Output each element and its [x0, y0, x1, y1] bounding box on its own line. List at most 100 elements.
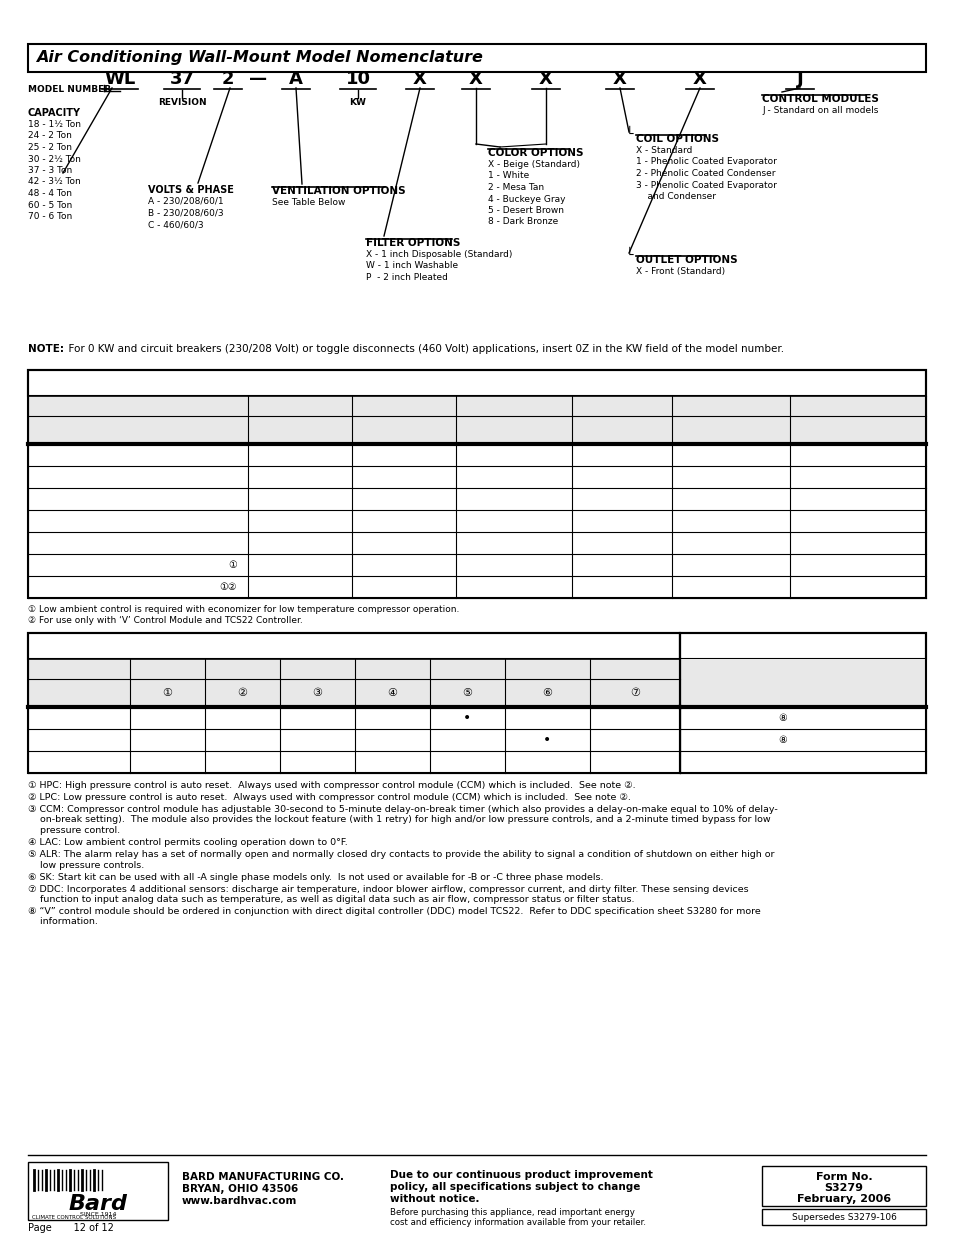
Text: ① Low ambient control is required with economizer for low temperature compressor: ① Low ambient control is required with e… — [28, 605, 459, 614]
Text: CAPACITY: CAPACITY — [28, 107, 81, 119]
Text: └: └ — [625, 128, 633, 141]
Text: Air Conditioning Wall-Mount Model Nomenclature: Air Conditioning Wall-Mount Model Nomenc… — [36, 49, 482, 65]
Text: X: X — [538, 70, 553, 88]
Text: A - 230/208/60/1: A - 230/208/60/1 — [148, 198, 223, 206]
Text: —: — — [249, 70, 267, 88]
Text: on-break setting).  The module also provides the lockout feature (with 1 retry) : on-break setting). The module also provi… — [28, 815, 770, 825]
Text: 1 - White: 1 - White — [488, 172, 529, 180]
Text: REVISION: REVISION — [157, 98, 206, 107]
Bar — [28, 659, 679, 679]
Text: W - 1 inch Washable: W - 1 inch Washable — [366, 262, 457, 270]
Text: 60 - 5 Ton: 60 - 5 Ton — [28, 200, 72, 210]
Text: low pressure controls.: low pressure controls. — [28, 861, 144, 869]
Text: X: X — [613, 70, 626, 88]
Text: ⑤ ALR: The alarm relay has a set of normally open and normally closed dry contac: ⑤ ALR: The alarm relay has a set of norm… — [28, 850, 774, 860]
Text: 70 - 6 Ton: 70 - 6 Ton — [28, 212, 72, 221]
Text: information.: information. — [28, 918, 98, 926]
Bar — [28, 634, 679, 773]
Text: 2 - Phenolic Coated Condenser: 2 - Phenolic Coated Condenser — [636, 169, 775, 178]
Bar — [28, 44, 925, 72]
Text: X - Front (Standard): X - Front (Standard) — [636, 267, 724, 275]
Text: 5 - Desert Brown: 5 - Desert Brown — [488, 206, 563, 215]
Text: S3279: S3279 — [823, 1183, 862, 1193]
Text: For 0 KW and circuit breakers (230/208 Volt) or toggle disconnects (460 Volt) ap: For 0 KW and circuit breakers (230/208 V… — [62, 345, 783, 354]
Text: ⑧ “V” control module should be ordered in conjunction with direct digital contro: ⑧ “V” control module should be ordered i… — [28, 906, 760, 916]
Text: 2 - Mesa Tan: 2 - Mesa Tan — [488, 183, 543, 191]
Bar — [761, 1166, 925, 1207]
Text: ⑧: ⑧ — [778, 713, 786, 722]
Text: ④ LAC: Low ambient control permits cooling operation down to 0°F.: ④ LAC: Low ambient control permits cooli… — [28, 839, 348, 847]
Text: ⑧: ⑧ — [778, 735, 786, 745]
Text: Form No.: Form No. — [815, 1172, 871, 1182]
Text: 30 - 2½ Ton: 30 - 2½ Ton — [28, 154, 81, 163]
Bar — [679, 634, 925, 773]
Text: 2: 2 — [221, 70, 234, 88]
Text: VOLTS & PHASE: VOLTS & PHASE — [148, 185, 233, 195]
Text: B - 230/208/60/3: B - 230/208/60/3 — [148, 209, 223, 217]
Text: WL: WL — [104, 70, 135, 88]
Text: Page       12 of 12: Page 12 of 12 — [28, 1223, 113, 1233]
Text: 42 - 3½ Ton: 42 - 3½ Ton — [28, 178, 81, 186]
Text: •: • — [462, 711, 471, 725]
Text: 48 - 4 Ton: 48 - 4 Ton — [28, 189, 71, 198]
Bar — [28, 679, 679, 706]
Bar — [679, 659, 925, 706]
Text: ①: ① — [162, 688, 172, 698]
Text: Before purchasing this appliance, read important energy: Before purchasing this appliance, read i… — [390, 1208, 634, 1216]
Text: See Table Below: See Table Below — [272, 198, 345, 207]
Text: ⑤: ⑤ — [461, 688, 472, 698]
Bar — [28, 396, 925, 416]
Bar — [679, 634, 925, 659]
Text: X - Standard: X - Standard — [636, 146, 692, 156]
Bar — [28, 1162, 168, 1220]
Text: ② For use only with ‘V’ Control Module and TCS22 Controller.: ② For use only with ‘V’ Control Module a… — [28, 616, 302, 625]
Text: www.bardhvac.com: www.bardhvac.com — [182, 1195, 297, 1207]
Text: 37: 37 — [170, 70, 194, 88]
Text: cost and efficiency information available from your retailer.: cost and efficiency information availabl… — [390, 1218, 645, 1228]
Text: 4 - Buckeye Gray: 4 - Buckeye Gray — [488, 194, 565, 204]
Text: BARD MANUFACTURING CO.: BARD MANUFACTURING CO. — [182, 1172, 344, 1182]
Text: X: X — [692, 70, 706, 88]
Text: ①②: ①② — [219, 582, 236, 592]
Text: X - 1 inch Disposable (Standard): X - 1 inch Disposable (Standard) — [366, 249, 512, 259]
Text: COIL OPTIONS: COIL OPTIONS — [636, 135, 719, 144]
Bar — [28, 370, 925, 598]
Text: P  - 2 inch Pleated: P - 2 inch Pleated — [366, 273, 447, 282]
Text: J - Standard on all models: J - Standard on all models — [761, 106, 878, 115]
Text: X: X — [469, 70, 482, 88]
Text: function to input analog data such as temperature, as well as digital data such : function to input analog data such as te… — [28, 895, 634, 904]
Text: └: └ — [625, 249, 633, 262]
Text: 24 - 2 Ton: 24 - 2 Ton — [28, 131, 71, 141]
Text: OUTLET OPTIONS: OUTLET OPTIONS — [636, 254, 737, 266]
Text: ③: ③ — [312, 688, 322, 698]
Text: NOTE:: NOTE: — [28, 345, 64, 354]
Text: without notice.: without notice. — [390, 1194, 479, 1204]
Bar — [761, 1209, 925, 1225]
Text: C - 460/60/3: C - 460/60/3 — [148, 220, 203, 228]
Text: X - Beige (Standard): X - Beige (Standard) — [488, 161, 579, 169]
Text: pressure control.: pressure control. — [28, 826, 120, 835]
Text: SINCE 1914: SINCE 1914 — [80, 1212, 116, 1216]
Text: Due to our continuous product improvement: Due to our continuous product improvemen… — [390, 1170, 652, 1179]
Bar — [28, 634, 679, 659]
Text: and Condenser: and Condenser — [636, 191, 716, 201]
Text: 37 - 3 Ton: 37 - 3 Ton — [28, 165, 72, 175]
Text: J: J — [796, 70, 802, 88]
Text: X: X — [413, 70, 427, 88]
Text: Supersedes S3279-106: Supersedes S3279-106 — [791, 1213, 896, 1221]
Text: ①: ① — [229, 559, 237, 571]
Text: ⑥: ⑥ — [541, 688, 552, 698]
Text: A: A — [289, 70, 303, 88]
Text: ① HPC: High pressure control is auto reset.  Always used with compressor control: ① HPC: High pressure control is auto res… — [28, 781, 635, 790]
Text: •: • — [542, 734, 551, 747]
Text: FILTER OPTIONS: FILTER OPTIONS — [366, 238, 460, 248]
Text: 10: 10 — [345, 70, 370, 88]
Text: 25 - 2 Ton: 25 - 2 Ton — [28, 143, 71, 152]
Text: ⑦ DDC: Incorporates 4 additional sensors: discharge air temperature, indoor blow: ⑦ DDC: Incorporates 4 additional sensors… — [28, 884, 748, 893]
Text: ② LPC: Low pressure control is auto reset.  Always used with compressor control : ② LPC: Low pressure control is auto rese… — [28, 793, 630, 802]
Text: KW: KW — [349, 98, 366, 107]
Text: February, 2006: February, 2006 — [796, 1194, 890, 1204]
Text: ③ CCM: Compressor control module has adjustable 30-second to 5-minute delay-on-b: ③ CCM: Compressor control module has adj… — [28, 805, 777, 814]
Text: COLOR OPTIONS: COLOR OPTIONS — [488, 148, 583, 158]
Bar — [28, 370, 925, 396]
